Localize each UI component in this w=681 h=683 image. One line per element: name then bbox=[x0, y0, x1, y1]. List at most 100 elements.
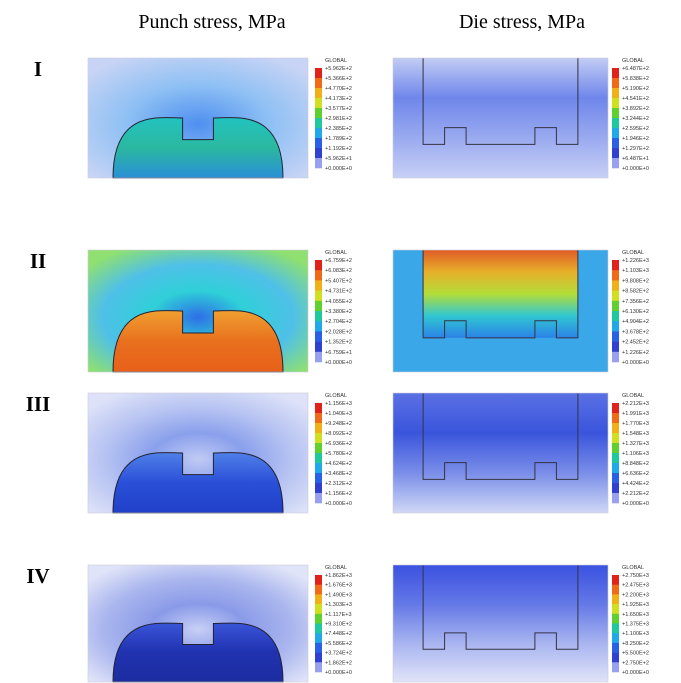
legend-band bbox=[315, 301, 322, 312]
legend-band bbox=[612, 423, 619, 433]
legend-band bbox=[315, 463, 322, 473]
legend-band bbox=[612, 321, 619, 332]
legend-band bbox=[612, 662, 619, 672]
contour-field bbox=[393, 565, 608, 682]
legend-label: +0.000E+0 bbox=[325, 360, 352, 366]
legend-band bbox=[612, 291, 619, 302]
legend-label: +1.106E+3 bbox=[622, 451, 649, 457]
legend-label: +8.092E+2 bbox=[325, 431, 352, 437]
legend-band bbox=[612, 88, 619, 98]
legend-band bbox=[612, 98, 619, 108]
legend-band bbox=[612, 433, 619, 443]
legend-band bbox=[612, 108, 619, 118]
legend-band bbox=[612, 585, 619, 595]
legend-band bbox=[315, 98, 322, 108]
row-label: I bbox=[34, 57, 42, 81]
legend-band bbox=[315, 443, 322, 453]
legend-label: +5.780E+2 bbox=[325, 451, 352, 457]
legend-label: +1.226E+3 bbox=[622, 258, 649, 264]
legend-band bbox=[612, 575, 619, 585]
legend-label: +1.156E+3 bbox=[325, 401, 352, 407]
contour-field bbox=[393, 58, 608, 178]
legend-band bbox=[612, 331, 619, 342]
legend-band bbox=[612, 118, 619, 128]
legend-label: +7.448E+2 bbox=[325, 631, 352, 637]
legend-band bbox=[315, 662, 322, 672]
legend-title: GLOBAL bbox=[325, 565, 347, 571]
legend-label: +1.925E+3 bbox=[622, 602, 649, 608]
legend-label: +2.452E+2 bbox=[622, 340, 649, 346]
legend-label: +1.946E+2 bbox=[622, 136, 649, 142]
legend-label: +6.936E+2 bbox=[325, 441, 352, 447]
legend-label: +1.862E+2 bbox=[325, 660, 352, 666]
legend-label: +0.000E+0 bbox=[622, 501, 649, 507]
legend-band bbox=[315, 311, 322, 322]
legend-band bbox=[612, 653, 619, 663]
legend-title: GLOBAL bbox=[622, 250, 644, 256]
legend-label: +6.759E+2 bbox=[325, 258, 352, 264]
legend-label: +3.892E+2 bbox=[622, 106, 649, 112]
legend-label: +2.028E+2 bbox=[325, 329, 352, 335]
row-label: II bbox=[30, 249, 46, 273]
legend-band bbox=[315, 433, 322, 443]
legend-label: +5.407E+2 bbox=[325, 278, 352, 284]
legend-label: +1.862E+3 bbox=[325, 573, 352, 579]
legend-label: +1.040E+3 bbox=[325, 411, 352, 417]
legend-label: +1.327E+3 bbox=[622, 441, 649, 447]
legend-label: +5.586E+2 bbox=[325, 641, 352, 647]
legend-label: +5.500E+2 bbox=[622, 651, 649, 657]
legend-label: +1.352E+2 bbox=[325, 340, 352, 346]
legend-label: +8.582E+2 bbox=[622, 289, 649, 295]
legend-band bbox=[612, 260, 619, 271]
legend-band bbox=[612, 68, 619, 78]
legend: GLOBAL+6.487E+2+5.838E+2+5.190E+2+4.541E… bbox=[612, 58, 649, 172]
legend-band bbox=[315, 585, 322, 595]
legend-band bbox=[612, 342, 619, 353]
legend-band bbox=[315, 260, 322, 271]
legend-band bbox=[315, 453, 322, 463]
legend-band bbox=[612, 473, 619, 483]
legend-label: +4.624E+2 bbox=[325, 461, 352, 467]
legend-band bbox=[612, 443, 619, 453]
legend-label: +1.548E+3 bbox=[622, 431, 649, 437]
legend-label: +5.838E+2 bbox=[622, 76, 649, 82]
legend-band bbox=[612, 301, 619, 312]
legend-label: +2.312E+2 bbox=[325, 481, 352, 487]
legend-band bbox=[612, 352, 619, 363]
legend-label: +4.173E+2 bbox=[325, 96, 352, 102]
legend: GLOBAL+1.226E+3+1.103E+3+9.808E+2+8.582E… bbox=[612, 250, 649, 366]
stress-panel bbox=[88, 565, 308, 682]
legend-label: +3.468E+2 bbox=[325, 471, 352, 477]
legend-band bbox=[612, 604, 619, 614]
legend-band bbox=[612, 463, 619, 473]
legend-label: +9.248E+2 bbox=[325, 421, 352, 427]
legend-label: +5.190E+2 bbox=[622, 86, 649, 92]
legend-band bbox=[315, 331, 322, 342]
column-title: Punch stress, MPa bbox=[138, 11, 285, 33]
legend-label: +1.192E+2 bbox=[325, 146, 352, 152]
legend-label: +4.541E+2 bbox=[622, 96, 649, 102]
legend-label: +2.200E+3 bbox=[622, 592, 649, 598]
legend-band bbox=[315, 148, 322, 158]
legend-label: +3.380E+2 bbox=[325, 309, 352, 315]
legend-label: +1.991E+3 bbox=[622, 411, 649, 417]
legend-band bbox=[315, 68, 322, 78]
legend-label: +2.981E+2 bbox=[325, 116, 352, 122]
legend-band bbox=[315, 158, 322, 168]
legend-band bbox=[315, 352, 322, 363]
legend-band bbox=[612, 594, 619, 604]
legend-label: +4.424E+2 bbox=[622, 481, 649, 487]
legend-band bbox=[315, 342, 322, 353]
stress-panel bbox=[393, 58, 608, 178]
legend: GLOBAL+6.759E+2+6.083E+2+5.407E+2+4.731E… bbox=[315, 250, 352, 366]
legend-label: +1.297E+2 bbox=[622, 146, 649, 152]
legend-label: +2.750E+3 bbox=[622, 573, 649, 579]
legend-label: +4.770E+2 bbox=[325, 86, 352, 92]
legend-band bbox=[315, 78, 322, 88]
legend-band bbox=[315, 493, 322, 503]
legend-title: GLOBAL bbox=[325, 58, 347, 64]
legend-title: GLOBAL bbox=[622, 393, 644, 399]
legend-label: +0.000E+0 bbox=[622, 360, 649, 366]
legend-label: +3.244E+2 bbox=[622, 116, 649, 122]
figure: Punch stress, MPa Die stress, MPa IGLOBA… bbox=[0, 0, 681, 683]
